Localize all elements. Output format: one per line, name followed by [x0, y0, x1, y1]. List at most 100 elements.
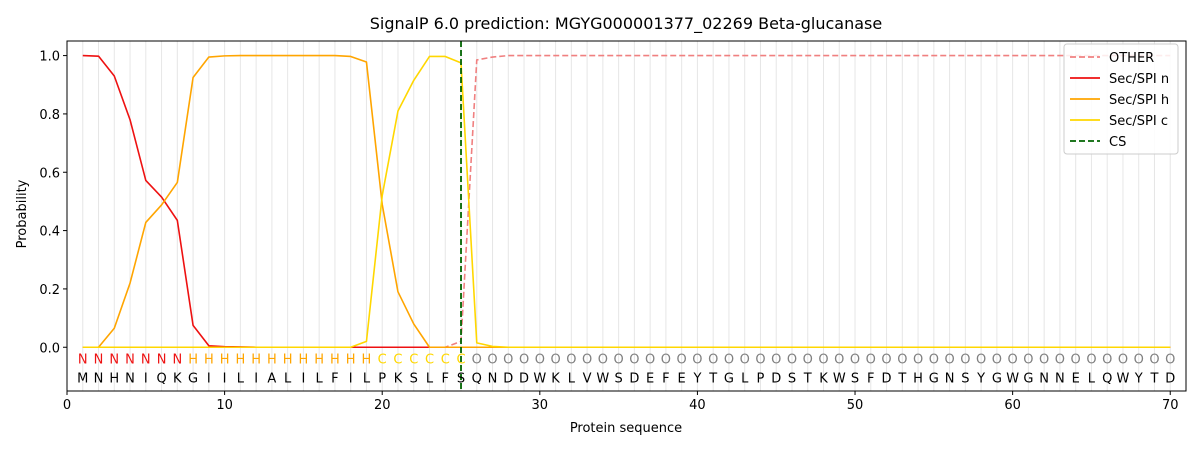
region-label: O [1102, 352, 1112, 367]
sequence-letter: D [629, 371, 639, 386]
sequence-letter: W [1117, 371, 1130, 386]
region-label: H [362, 352, 372, 367]
region-label: O [818, 352, 828, 367]
sequence-letter: D [771, 371, 781, 386]
y-tick-label: 1.0 [39, 50, 60, 65]
sequence-letter: V [583, 371, 592, 386]
region-label: O [661, 352, 671, 367]
sequence-letter: G [929, 371, 939, 386]
region-label: N [172, 352, 182, 367]
region-label: O [881, 352, 891, 367]
region-label: O [850, 352, 860, 367]
region-label: O [992, 352, 1002, 367]
region-label: O [472, 352, 482, 367]
sequence-letter: L [363, 371, 371, 386]
sequence-letter: A [267, 371, 276, 386]
region-label: C [378, 352, 387, 367]
region-label: O [629, 352, 639, 367]
region-label: O [866, 352, 876, 367]
sequence-letter: D [882, 371, 892, 386]
sequence-letter: S [457, 371, 465, 386]
sequence-letter: E [1072, 371, 1080, 386]
sequence-letter: T [1150, 371, 1159, 386]
region-label: O [755, 352, 765, 367]
region-label: O [724, 352, 734, 367]
legend-label: OTHER [1109, 51, 1154, 66]
sequence-letter: L [284, 371, 292, 386]
region-label: H [188, 352, 198, 367]
region-label: O [1055, 352, 1065, 367]
region-label: O [976, 352, 986, 367]
sequence-letter: K [551, 371, 560, 386]
region-label: O [598, 352, 608, 367]
sequence-letter: Q [472, 371, 482, 386]
region-label: O [771, 352, 781, 367]
y-tick-label: 0.2 [39, 283, 60, 298]
region-label: H [267, 352, 277, 367]
region-label: O [566, 352, 576, 367]
region-label: O [1165, 352, 1175, 367]
sequence-letter: L [316, 371, 324, 386]
x-tick-label: 40 [689, 398, 706, 413]
region-label: C [425, 352, 434, 367]
sequence-letter: P [378, 371, 386, 386]
region-label: O [1086, 352, 1096, 367]
sequence-letter: S [961, 371, 969, 386]
region-label: O [1039, 352, 1049, 367]
x-axis-label: Protein sequence [570, 421, 682, 436]
sequence-letter: Y [692, 371, 701, 386]
legend-label: CS [1109, 135, 1126, 150]
sequence-letter: L [568, 371, 576, 386]
sequence-letter: D [1165, 371, 1175, 386]
region-label: O [1008, 352, 1018, 367]
region-label: O [535, 352, 545, 367]
region-label: O [1149, 352, 1159, 367]
legend-box [1063, 43, 1179, 155]
sequence-letter: S [410, 371, 418, 386]
sequence-letter: S [788, 371, 796, 386]
region-label: O [519, 352, 529, 367]
region-label: N [109, 352, 119, 367]
sequence-letter: N [1039, 371, 1049, 386]
sequence-letter: T [803, 371, 812, 386]
sequence-letter: G [188, 371, 198, 386]
y-tick-label: 0.0 [39, 341, 60, 356]
x-tick-label: 0 [63, 398, 71, 413]
region-label: N [141, 352, 151, 367]
x-tick-label: 20 [374, 398, 391, 413]
region-label: C [393, 352, 402, 367]
x-tick-label: 50 [847, 398, 864, 413]
region-label: H [330, 352, 340, 367]
sequence-letter: D [519, 371, 529, 386]
legend-label: Sec/SPI n [1109, 72, 1169, 87]
sequence-letter: G [992, 371, 1002, 386]
region-label: O [692, 352, 702, 367]
region-label: N [157, 352, 167, 367]
region-label: H [283, 352, 293, 367]
x-tick-label: 10 [216, 398, 233, 413]
sequence-letter: P [757, 371, 765, 386]
sequence-letter: S [614, 371, 622, 386]
region-label: O [897, 352, 907, 367]
sequence-letter: N [1055, 371, 1065, 386]
sequence-letter: L [426, 371, 434, 386]
region-label: N [94, 352, 104, 367]
sequence-letter: W [596, 371, 609, 386]
region-label: O [834, 352, 844, 367]
region-label: O [677, 352, 687, 367]
region-label: O [803, 352, 813, 367]
region-label: O [913, 352, 923, 367]
sequence-letter: I [144, 371, 148, 386]
region-label: O [614, 352, 624, 367]
sequence-letter: W [1006, 371, 1019, 386]
sequence-letter: T [897, 371, 906, 386]
region-label: N [125, 352, 135, 367]
region-label: O [503, 352, 513, 367]
sequence-letter: G [724, 371, 734, 386]
sequence-letter: I [207, 371, 211, 386]
y-tick-label: 0.6 [39, 166, 60, 181]
region-label: O [1134, 352, 1144, 367]
sequence-letter: G [1023, 371, 1033, 386]
sequence-letter: W [533, 371, 546, 386]
legend-label: Sec/SPI c [1109, 114, 1168, 129]
